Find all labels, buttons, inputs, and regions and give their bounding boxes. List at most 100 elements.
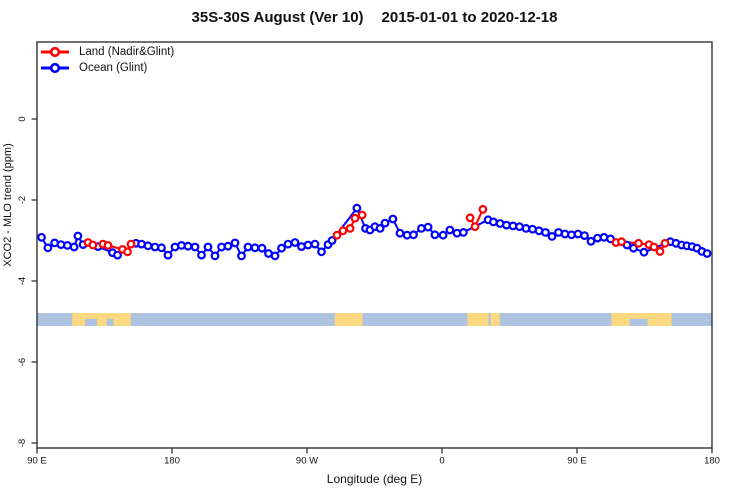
strip-ocean [37,312,712,326]
land-series-key-icon [41,46,69,58]
chart-title-region: 35S-30S August (Ver 10) [191,9,364,26]
data-point-ocean [290,238,300,247]
data-point-land [470,222,480,232]
data-point-ocean [113,250,122,260]
data-point-ocean [143,241,153,251]
strip-bay [629,318,648,326]
strip-land-patch [490,312,500,326]
ocean-key-circle-icon [49,62,61,74]
data-point-land [655,246,665,256]
data-point-ocean [489,217,498,227]
data-point-land [332,230,342,240]
data-point-ocean [223,241,233,251]
data-point-land [465,213,475,223]
data-point-ocean [547,231,557,241]
x-tick-label: 0 [439,456,444,467]
data-point-land [357,210,367,220]
data-point-ocean [197,250,206,260]
y-tick-label: -4 [17,277,28,285]
data-point-land [126,239,136,249]
data-point-ocean [317,247,326,257]
ocean-series-key-icon [41,62,69,74]
data-point-ocean [257,243,267,253]
data-point-land [103,240,113,250]
strip-land-patch [334,312,363,326]
data-point-land [350,213,360,223]
data-point-land [617,237,626,247]
chart-title: 35S-30S August (Ver 10) 2015-01-01 to 20… [37,9,712,26]
data-point-ocean [629,243,638,253]
data-point-land [123,247,132,257]
data-point-ocean [586,236,596,246]
legend-item-ocean: Ocean (Glint) [40,60,174,76]
data-point-ocean [237,251,246,261]
data-point-ocean [277,243,286,253]
y-axis-title: XCO2 - MLO trend (ppm) [2,143,14,266]
x-tick-label: 90 E [27,456,47,467]
data-point-ocean [69,242,79,252]
data-point-land [88,240,98,250]
strip-bay [85,318,97,326]
data-point-ocean [417,223,426,233]
data-point-ocean [37,232,46,242]
data-point-ocean [388,214,398,224]
strip-land-patch [72,312,131,326]
data-point-ocean [283,239,293,249]
data-point-ocean [190,242,200,252]
data-point-ocean [43,243,53,253]
data-point-ocean [183,241,193,251]
data-point-land [634,238,643,248]
data-point-ocean [438,230,448,240]
chart-title-period: 2015-01-01 to 2020-12-18 [381,9,558,26]
data-point-ocean [327,236,337,245]
strip-bay [106,318,114,326]
y-tick-label: 0 [17,116,28,121]
data-point-ocean [62,240,72,250]
x-tick-label: 90 W [296,456,318,467]
data-point-ocean [270,251,280,261]
data-point-ocean [157,243,166,253]
x-axis-title: Longitude (deg E) [327,472,422,486]
data-point-ocean [430,230,440,240]
legend-label-ocean: Ocean (Glint) [79,62,148,74]
data-point-ocean [203,242,213,252]
data-point-ocean [580,231,589,241]
x-tick-label: 180 [164,456,180,467]
data-point-land [478,204,488,214]
legend-item-land: Land (Nadir&Glint) [40,44,174,60]
data-point-ocean [303,240,313,250]
data-point-ocean [310,239,320,249]
y-tick-label: -8 [17,439,28,447]
data-point-ocean [395,228,405,238]
data-point-ocean [210,251,220,261]
y-tick-label: -2 [17,196,28,204]
data-point-ocean [541,227,550,237]
data-point-ocean [380,218,390,228]
y-tick-label: -6 [17,358,28,366]
plot-frame [36,41,713,449]
data-point-ocean [375,223,385,233]
data-point-ocean [409,230,418,240]
data-point-ocean [639,247,649,257]
data-point-ocean [352,203,362,213]
data-point-land [345,223,355,233]
data-point-ocean [250,243,260,253]
legend-label-land: Land (Nadir&Glint) [79,46,175,58]
data-point-ocean [230,238,240,248]
data-point-ocean [163,250,173,260]
x-tick-label: 90 E [567,456,587,467]
data-point-ocean [73,231,83,241]
x-tick-label: 180 [704,456,720,467]
data-point-land [649,242,659,252]
data-point-ocean [243,242,253,252]
legend: Land (Nadir&Glint) Ocean (Glint) [40,44,174,76]
ocean-series-line [40,207,708,257]
data-point-land [660,238,670,248]
strip-land-patch [467,312,489,326]
data-point-ocean [423,222,433,232]
data-point-ocean [445,225,455,235]
land-key-circle-icon [49,46,61,58]
data-point-land [338,226,348,236]
